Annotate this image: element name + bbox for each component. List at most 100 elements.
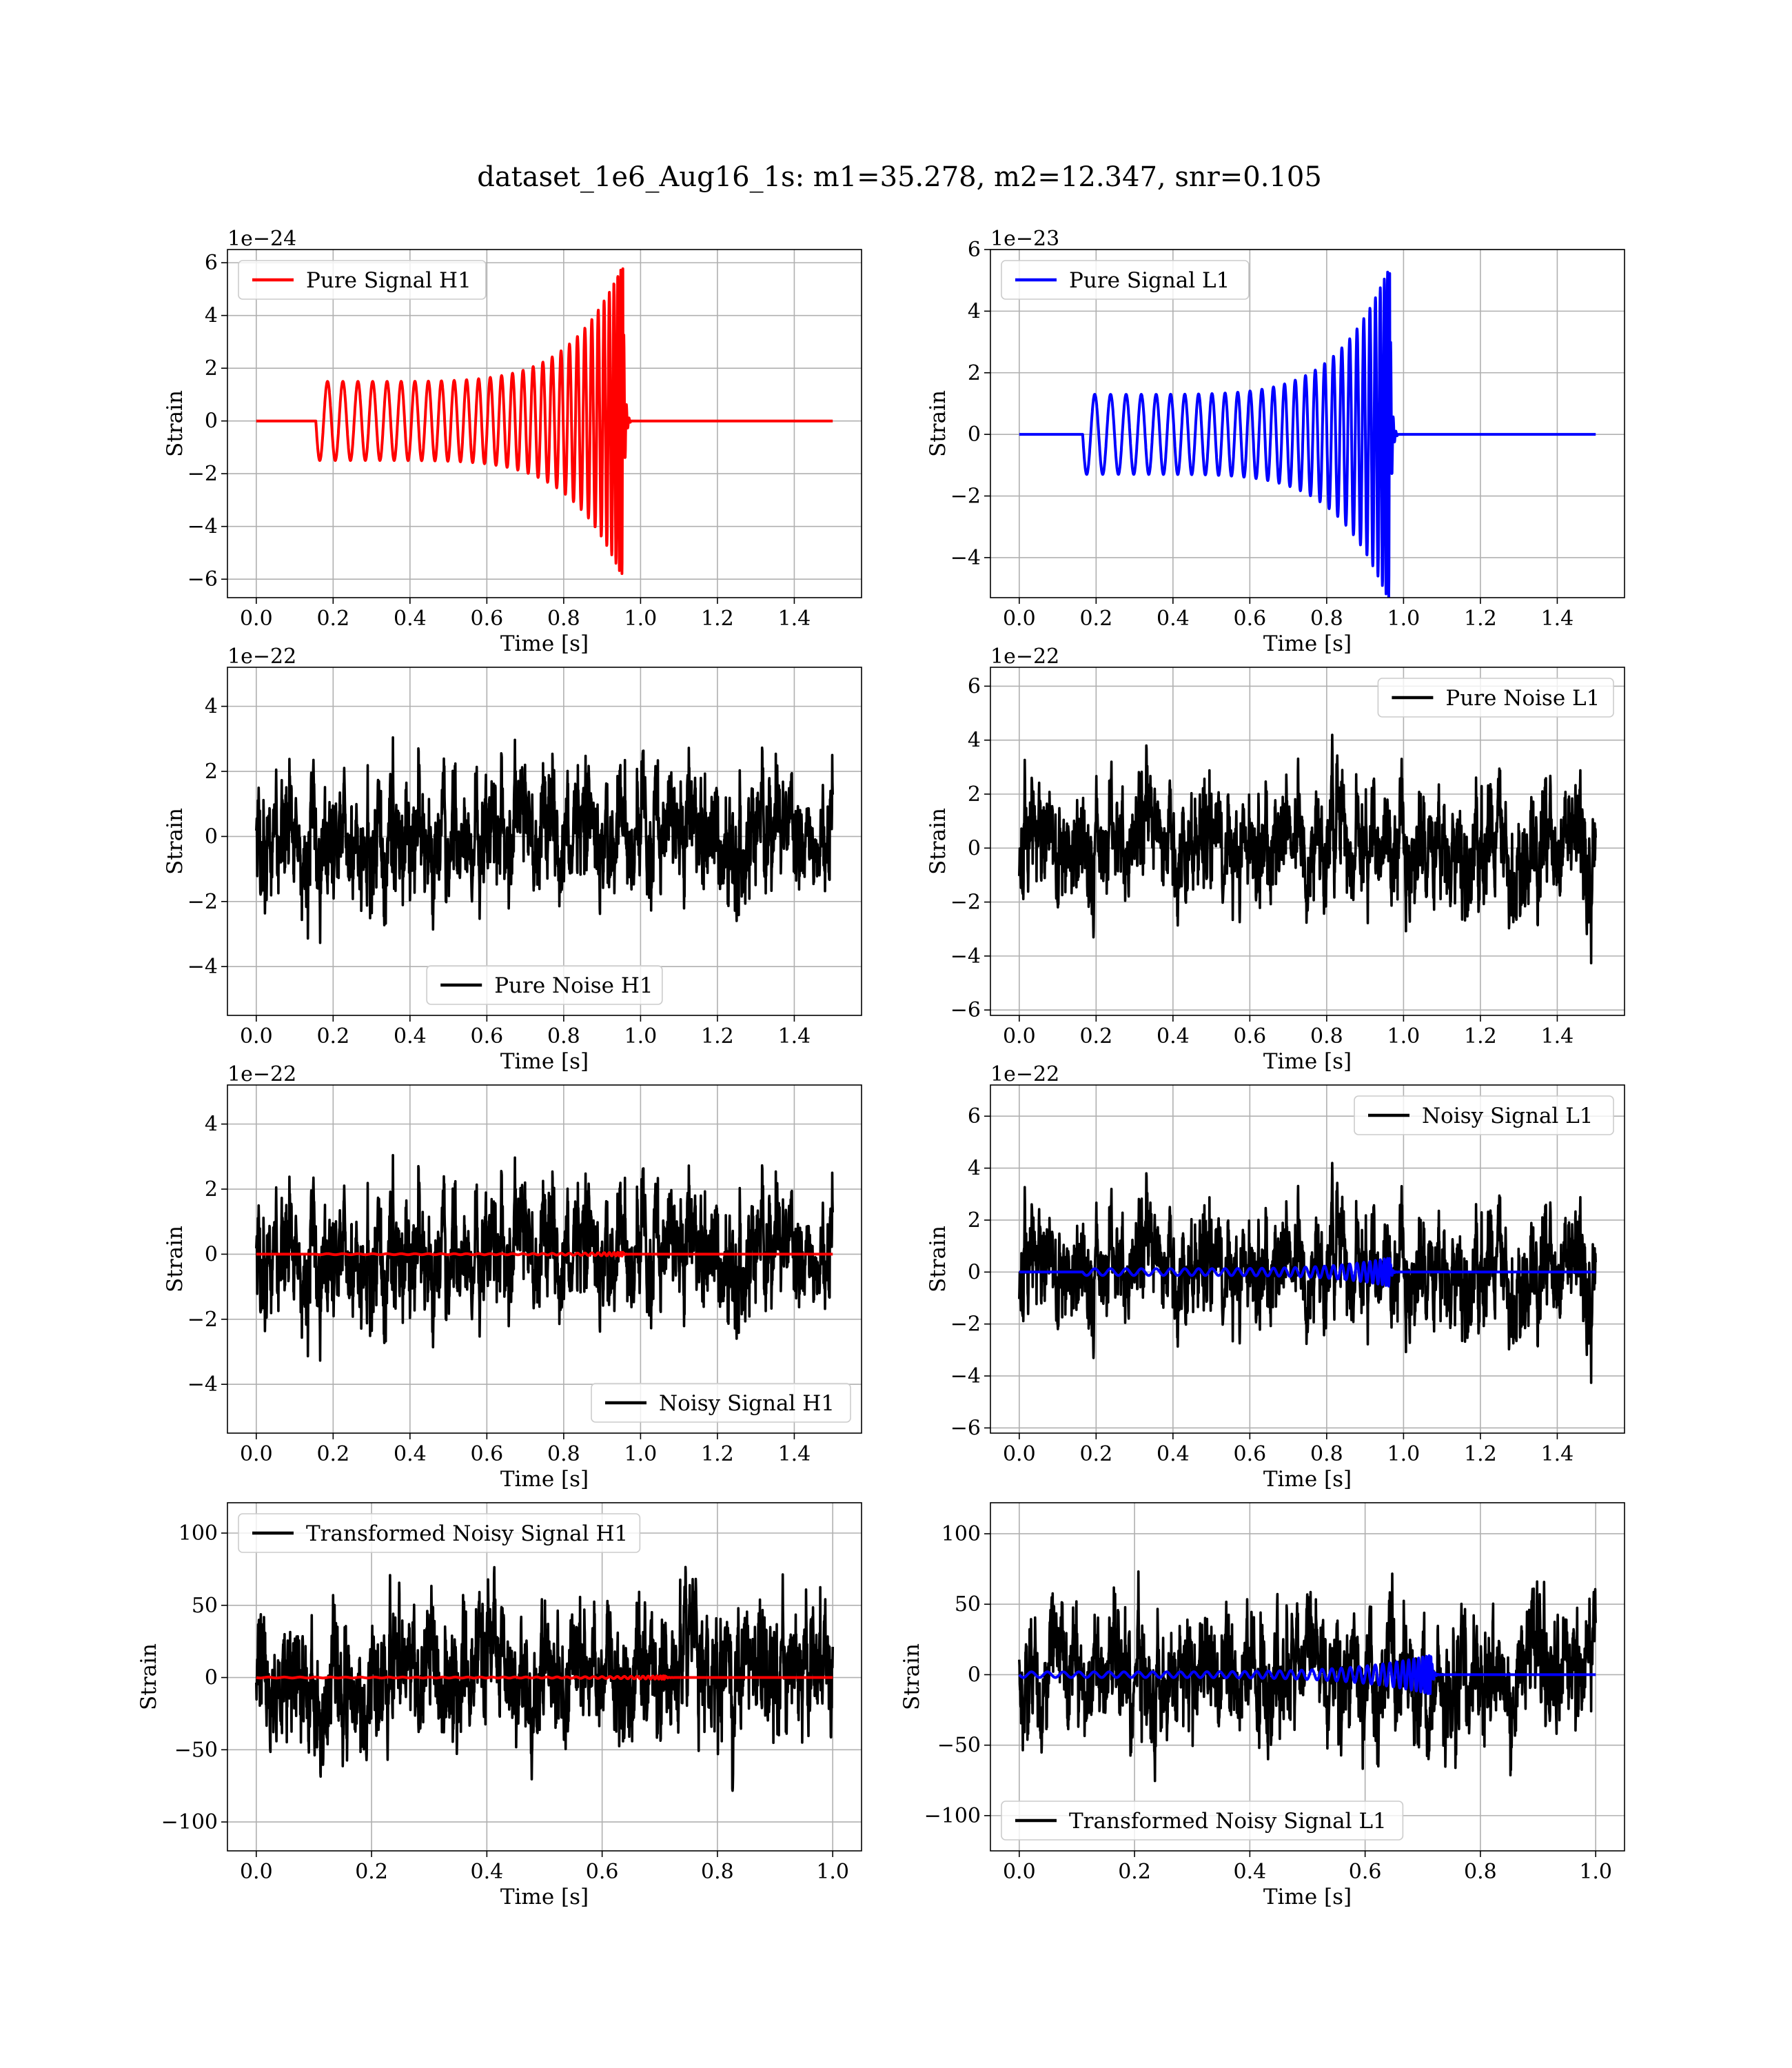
y-tick-label: −4 <box>187 515 218 539</box>
legend-box <box>1377 678 1614 718</box>
x-tick-label: 0.0 <box>240 1442 273 1466</box>
panel-transformed-noisy-signal-l1: 0.0 0.2 0.4 0.6 0.8 1.0 −100 −50 0 50 100 Time [s] S… <box>899 1502 1625 1909</box>
x-tick-label: 1.4 <box>1541 1442 1574 1466</box>
x-tick-label: 0.6 <box>1234 1442 1267 1466</box>
x-tick-label: 0.6 <box>1234 607 1267 631</box>
y-tick-label: 6 <box>968 1104 981 1128</box>
legend-label: Noisy Signal L1 <box>1422 1104 1594 1128</box>
panel-transformed-noisy-signal-h1: 0.0 0.2 0.4 0.6 0.8 1.0 −100 −50 0 50 100 Time [s] S… <box>136 1502 862 1909</box>
series-line-0 <box>1018 1570 1597 1783</box>
y-axis-label: Strain <box>163 390 187 457</box>
y-tick-label: 2 <box>968 361 981 385</box>
y-tick-label: −100 <box>161 1810 218 1834</box>
offset-text: 1e−23 <box>990 227 1059 251</box>
legend: Pure Noise L1 <box>1377 678 1614 718</box>
y-tick-label: −2 <box>187 462 218 486</box>
plot-area <box>1018 270 1597 598</box>
y-tick-label: −6 <box>950 998 981 1022</box>
y-tick-label: 2 <box>205 760 218 784</box>
x-tick-label: 0.6 <box>471 1442 504 1466</box>
y-tick-label: 100 <box>941 1522 981 1546</box>
y-axis-label: Strain <box>163 808 187 875</box>
axes-frame <box>990 249 1625 598</box>
x-tick-label: 0.4 <box>1157 1442 1190 1466</box>
plot-area <box>255 267 834 576</box>
legend: Pure Noise H1 <box>426 965 663 1005</box>
y-tick-label: 4 <box>968 1157 981 1181</box>
x-tick-label: 0.2 <box>316 607 349 631</box>
series-line-0 <box>255 1565 834 1792</box>
x-axis-label: Time [s] <box>500 1049 589 1074</box>
x-tick-label: 0.4 <box>1157 607 1190 631</box>
offset-text: 1e−22 <box>990 645 1059 669</box>
x-tick-label: 0.6 <box>586 1860 619 1884</box>
y-tick-label: −4 <box>187 1372 218 1397</box>
y-tick-label: 2 <box>968 1208 981 1233</box>
x-tick-label: 1.2 <box>1464 1442 1497 1466</box>
x-axis-label: Time [s] <box>1263 1467 1352 1492</box>
legend: Transformed Noisy Signal L1 <box>1001 1801 1404 1841</box>
y-tick-label: −2 <box>187 1308 218 1332</box>
legend: Pure Signal L1 <box>1001 260 1250 300</box>
y-tick-label: −2 <box>950 485 981 509</box>
y-tick-label: 4 <box>968 299 981 323</box>
y-tick-label: 100 <box>179 1521 218 1545</box>
series-line-0 <box>255 267 834 576</box>
x-tick-label: 1.0 <box>1387 607 1421 631</box>
x-tick-label: 0.8 <box>547 1024 580 1048</box>
figure-suptitle: dataset_1e6_Aug16_1s: m1=35.278, m2=12.3… <box>477 161 1322 193</box>
y-tick-label: 0 <box>968 423 981 447</box>
series-line-1 <box>1018 1257 1597 1288</box>
legend-label: Pure Signal H1 <box>306 268 471 293</box>
y-tick-label: −2 <box>187 890 218 914</box>
y-tick-label: −6 <box>950 1416 981 1440</box>
x-tick-label: 1.4 <box>1541 1024 1574 1048</box>
series-line-0 <box>1018 733 1597 964</box>
x-tick-label: 1.2 <box>1464 1024 1497 1048</box>
offset-text: 1e−22 <box>227 1062 296 1086</box>
x-tick-label: 1.0 <box>624 607 658 631</box>
series-line-1 <box>1018 1654 1597 1696</box>
axes-frame <box>227 249 862 598</box>
y-axis-label: Strain <box>899 1643 924 1710</box>
x-tick-label: 0.6 <box>1234 1024 1267 1048</box>
legend-label: Noisy Signal H1 <box>659 1391 835 1416</box>
series-line-1 <box>255 1674 834 1681</box>
y-tick-label: 6 <box>205 251 218 275</box>
y-axis-label: Strain <box>926 390 950 457</box>
offset-text: 1e−24 <box>227 227 296 251</box>
y-tick-label: 50 <box>955 1592 981 1616</box>
plot-area <box>255 736 834 944</box>
plot-area <box>1018 1570 1597 1783</box>
x-tick-label: 0.0 <box>1003 607 1036 631</box>
offset-text: 1e−22 <box>227 645 296 669</box>
x-axis-label: Time [s] <box>1263 1049 1352 1074</box>
axes-frame <box>990 1502 1625 1852</box>
axes-frame <box>227 667 862 1016</box>
x-tick-label: 0.0 <box>1003 1860 1036 1884</box>
y-tick-label: 0 <box>205 1666 218 1690</box>
x-tick-label: 1.0 <box>1387 1442 1421 1466</box>
x-tick-label: 0.4 <box>394 1442 427 1466</box>
y-tick-label: 0 <box>205 824 218 849</box>
y-tick-label: 0 <box>205 1242 218 1266</box>
panel-pure-noise-h1: 0.0 0.2 0.4 0.6 0.8 1.0 1.2 1.4 −4 −2 0 2 4 Time [s] S… <box>163 645 862 1074</box>
axes-frame <box>990 667 1625 1016</box>
x-tick-label: 0.4 <box>394 1024 427 1048</box>
series-line-0 <box>255 736 834 944</box>
x-axis-label: Time [s] <box>500 631 589 656</box>
legend-label: Pure Noise H1 <box>494 973 653 998</box>
series-line-0 <box>255 1154 834 1362</box>
legend: Noisy Signal L1 <box>1354 1095 1614 1135</box>
y-tick-label: 0 <box>205 409 218 434</box>
legend-box <box>1354 1095 1614 1135</box>
y-tick-label: −4 <box>950 546 981 570</box>
y-tick-label: −2 <box>950 891 981 915</box>
x-tick-label: 0.8 <box>1310 1442 1343 1466</box>
y-tick-label: 4 <box>205 695 218 719</box>
legend-box <box>591 1383 851 1423</box>
legend-box <box>238 1513 641 1553</box>
axes-frame <box>227 1502 862 1852</box>
x-tick-label: 1.0 <box>624 1442 658 1466</box>
